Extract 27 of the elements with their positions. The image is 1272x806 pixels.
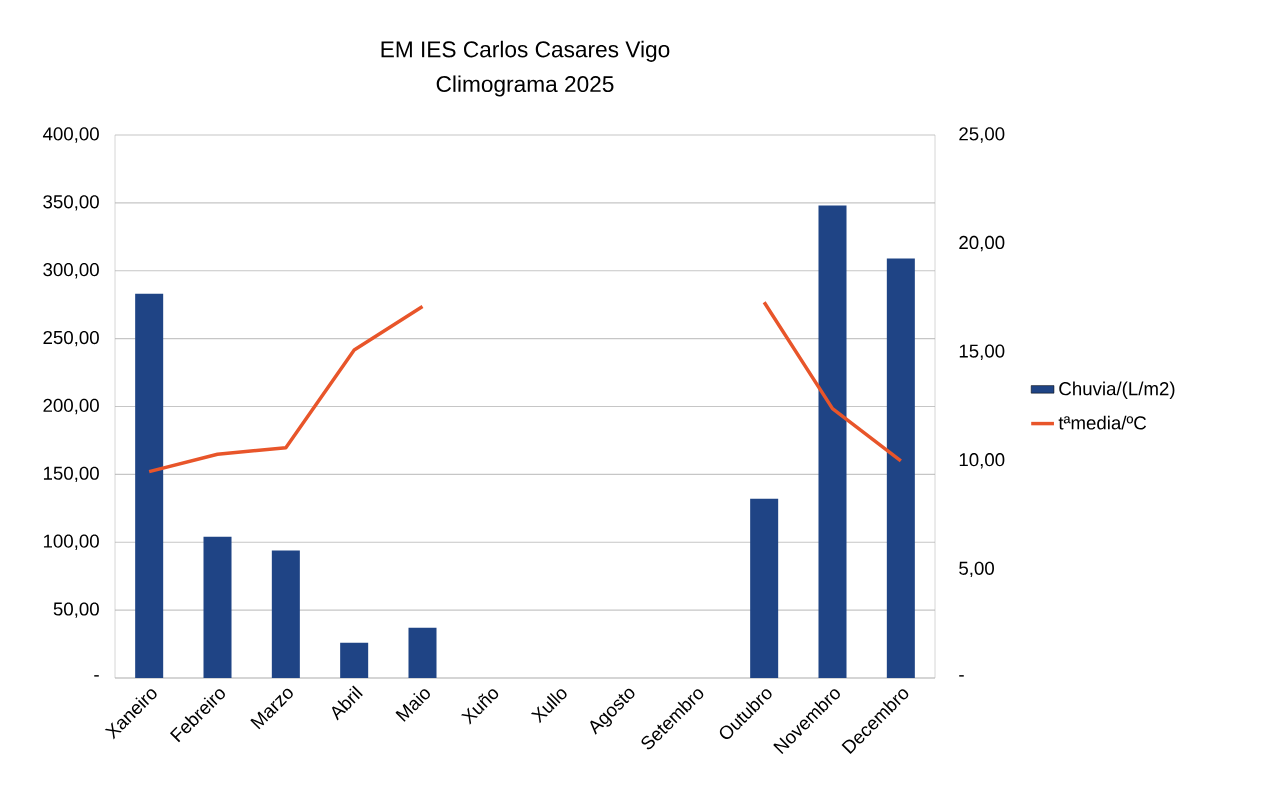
y2-tick-label: -: [959, 675, 964, 677]
y-tick-label: 50,00: [53, 602, 99, 618]
bar: [340, 642, 369, 678]
y-tick-label: -: [94, 675, 99, 677]
y2-tick-label: 5,00: [959, 561, 994, 578]
legend-label: tªmedia/ºC: [1058, 415, 1147, 430]
bar: [818, 205, 847, 678]
bar: [203, 536, 232, 678]
y2-tick-label: 10,00: [959, 453, 1005, 469]
y-tick-label: 200,00: [43, 398, 99, 415]
y-tick-label: 400,00: [42, 127, 99, 143]
bar: [135, 293, 164, 678]
bar: [886, 258, 915, 678]
y2-tick-label: 20,00: [959, 235, 1005, 252]
legend-label: Chuvia/(L/m2): [1059, 381, 1175, 400]
y-tick-label: 100,00: [43, 534, 99, 550]
bar: [271, 550, 300, 678]
bar: [408, 627, 437, 678]
y-tick-label: 150,00: [43, 466, 99, 483]
chart-title: EM IES Carlos Casares Vigo: [381, 40, 670, 62]
y-tick-label: 300,00: [43, 263, 99, 279]
bar: [750, 498, 779, 678]
y2-tick-label: 15,00: [959, 344, 1005, 360]
chart-subtitle: Climograma 2025: [436, 75, 614, 97]
y-tick-label: 250,00: [43, 330, 99, 347]
y-tick-label: 350,00: [43, 195, 99, 211]
y2-tick-label: 25,00: [959, 127, 1005, 143]
